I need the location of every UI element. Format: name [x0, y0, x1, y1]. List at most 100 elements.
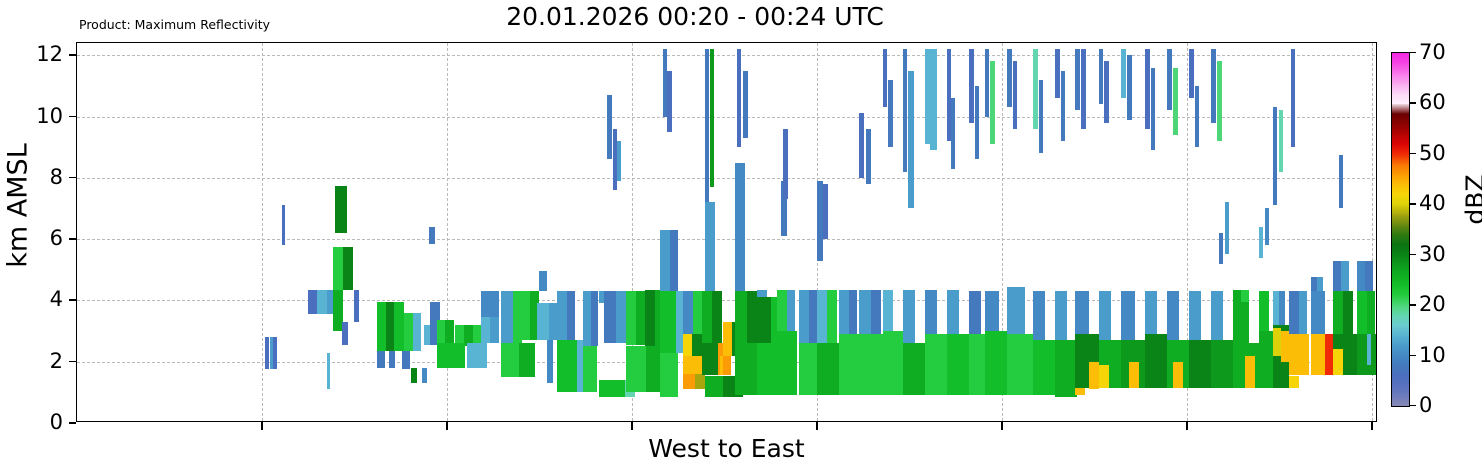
- reflectivity-cell: [1104, 61, 1109, 123]
- reflectivity-cell: [735, 291, 747, 344]
- reflectivity-cell: [335, 185, 347, 233]
- reflectivity-cell: [975, 85, 979, 160]
- colorbar-label: dBZ: [1460, 174, 1482, 225]
- reflectivity-cell: [1273, 328, 1281, 356]
- reflectivity-cell: [411, 367, 417, 384]
- reflectivity-cell: [1325, 334, 1333, 376]
- reflectivity-cell: [645, 289, 655, 347]
- reflectivity-cell: [404, 312, 413, 351]
- colorbar-segment: [1392, 234, 1409, 246]
- reflectivity-cell: [925, 49, 930, 145]
- reflectivity-cell: [663, 49, 667, 117]
- reflectivity-cell: [1217, 61, 1222, 142]
- reflectivity-cell: [1075, 387, 1085, 396]
- reflectivity-cell: [1099, 291, 1111, 341]
- reflectivity-cell: [1233, 301, 1249, 344]
- reflectivity-cell: [389, 350, 395, 368]
- reflectivity-data-layer: [77, 43, 1376, 421]
- reflectivity-cell: [660, 291, 676, 353]
- colorbar-tick-label: 30: [1419, 241, 1446, 266]
- reflectivity-cell: [333, 289, 343, 332]
- reflectivity-cell: [827, 289, 837, 344]
- reflectivity-cell: [519, 343, 535, 378]
- reflectivity-cell: [501, 343, 519, 378]
- reflectivity-cell: [930, 49, 937, 151]
- reflectivity-cell: [947, 49, 951, 142]
- colorbar-segment: [1392, 53, 1409, 64]
- colorbar-tick-mark: [1410, 102, 1416, 104]
- reflectivity-cell: [1167, 291, 1179, 341]
- reflectivity-cell: [683, 291, 693, 335]
- colorbar-segment: [1392, 385, 1409, 397]
- colorbar-tick-label: 0: [1419, 393, 1433, 417]
- reflectivity-cell: [925, 289, 937, 335]
- reflectivity-cell: [903, 289, 915, 344]
- reflectivity-cell: [1311, 291, 1325, 335]
- reflectivity-cell: [386, 301, 394, 351]
- x-axis-label: West to East: [648, 434, 805, 463]
- reflectivity-cell: [817, 289, 827, 344]
- gridline-horizontal: [77, 239, 1376, 241]
- reflectivity-cell: [783, 128, 788, 200]
- reflectivity-cell: [969, 334, 989, 396]
- reflectivity-cell: [617, 141, 621, 181]
- reflectivity-cell: [481, 291, 491, 318]
- reflectivity-cell: [270, 337, 273, 370]
- reflectivity-cell: [1081, 49, 1086, 129]
- reflectivity-cell: [866, 128, 871, 184]
- reflectivity-cell: [455, 324, 464, 347]
- colorbar-segment: [1392, 365, 1409, 377]
- gridline-vertical: [1372, 43, 1373, 421]
- colorbar-segment: [1392, 53, 1409, 55]
- reflectivity-cell: [720, 355, 723, 376]
- reflectivity-cell: [467, 343, 487, 368]
- x-axis-tick-mark: [1186, 422, 1188, 430]
- colorbar-segment: [1392, 123, 1409, 135]
- gridline-horizontal: [77, 116, 1376, 118]
- reflectivity-cell: [1281, 331, 1289, 362]
- reflectivity-cell: [1367, 334, 1371, 365]
- colorbar-tick-label: 20: [1419, 292, 1446, 317]
- reflectivity-cell: [985, 291, 999, 332]
- reflectivity-cell: [547, 340, 553, 384]
- reflectivity-cell: [823, 183, 828, 240]
- colorbar-tick-mark: [1410, 304, 1416, 306]
- reflectivity-cell: [437, 343, 465, 368]
- reflectivity-cell: [817, 180, 823, 261]
- reflectivity-cell: [626, 291, 636, 345]
- reflectivity-cell: [883, 289, 893, 332]
- reflectivity-cell: [282, 205, 285, 246]
- reflectivity-cell: [660, 352, 678, 397]
- colorbar-segment: [1392, 355, 1409, 367]
- reflectivity-cell: [839, 334, 859, 396]
- y-axis-tick-label: 0: [49, 410, 63, 434]
- reflectivity-cell: [491, 291, 499, 318]
- reflectivity-cell: [549, 303, 557, 341]
- reflectivity-cell: [1333, 291, 1343, 335]
- reflectivity-cell: [490, 317, 499, 344]
- reflectivity-cell: [1189, 49, 1194, 99]
- reflectivity-cell: [1039, 79, 1043, 154]
- reflectivity-cell: [799, 343, 817, 396]
- reflectivity-cell: [317, 289, 327, 315]
- colorbar-segment: [1392, 113, 1409, 125]
- y-axis-tick-labels: 0 2 4 6 8 10 12: [0, 0, 63, 470]
- reflectivity-cell: [1289, 334, 1309, 376]
- chart-title: 20.01.2026 00:20 - 00:24 UTC: [506, 2, 884, 31]
- reflectivity-cell: [1225, 202, 1229, 255]
- reflectivity-cell: [1099, 49, 1103, 105]
- reflectivity-cell: [969, 49, 974, 123]
- reflectivity-cell: [567, 291, 575, 341]
- reflectivity-cell: [1259, 226, 1263, 258]
- reflectivity-cell: [429, 226, 435, 244]
- reflectivity-cell: [1357, 260, 1365, 292]
- reflectivity-cell: [273, 337, 277, 370]
- y-axis-tick-label: 10: [36, 103, 63, 128]
- colorbar-segment: [1392, 73, 1409, 84]
- reflectivity-cell: [1127, 55, 1132, 120]
- reflectivity-cell: [591, 291, 598, 347]
- plot-area[interactable]: [76, 42, 1377, 422]
- reflectivity-cell: [667, 70, 672, 132]
- reflectivity-cell: [705, 375, 723, 397]
